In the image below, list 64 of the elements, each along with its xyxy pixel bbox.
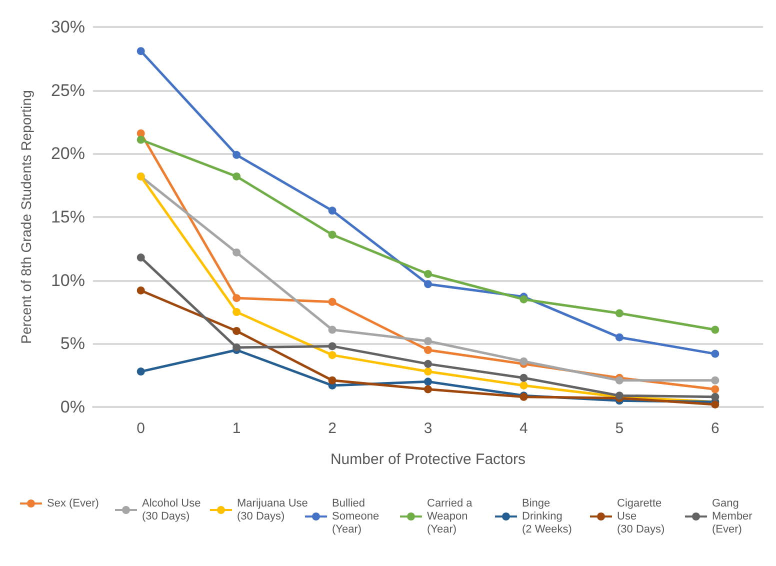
legend-label: Alcohol Use (30 Days) [142,498,201,522]
point [136,136,145,144]
point [711,385,720,394]
point [328,230,336,239]
point [615,376,624,384]
point [328,326,336,334]
y-tick-label: 20% [50,144,85,164]
point [232,294,241,302]
legend-label: Cigarette Use (30 Days) [617,498,665,536]
x-tick-label: 1 [232,420,241,437]
point [520,357,528,366]
point [424,280,432,288]
legend-label: Gang Member (Ever) [712,498,753,536]
point [328,298,336,306]
point [424,346,432,354]
x-tick-label: 3 [424,420,432,437]
point [328,206,336,215]
point [615,309,624,318]
point [232,308,241,316]
point [424,368,432,376]
point [711,400,720,408]
x-tick-label: 5 [615,420,624,437]
point [232,172,241,180]
point [424,385,432,394]
y-tick-label: 25% [50,80,85,100]
x-tick-label: 0 [136,420,146,437]
point [711,350,720,358]
point [232,150,241,159]
y-tick-label: 5% [60,334,85,354]
legend-label: Sex (Ever) [47,498,99,510]
legend-label: Carried a Weapon (Year) [427,498,474,536]
point [711,326,720,334]
point [424,337,432,346]
x-axis-title: Number of Protective Factors [330,451,526,468]
x-tick-label: 6 [710,420,720,437]
legend-label: Binge Drinking (2 Weeks) [522,498,572,536]
point [136,286,145,294]
point [424,270,432,278]
x-tick-label: 2 [328,420,336,437]
legend-label: Marijuana Use (30 Days) [237,498,308,522]
point [424,378,432,386]
point [328,342,336,350]
y-tick-label: 15% [50,208,85,226]
point [136,368,145,376]
point [328,376,336,384]
y-tick-label: 30% [50,18,85,36]
point [136,254,145,262]
y-tick-label: 0% [60,398,85,416]
point [232,343,241,352]
point [520,381,528,390]
point [520,295,528,304]
point [711,392,720,401]
legend-label: Bullied Someone (Year) [332,498,380,536]
y-axis-title: Percent of 8th Grade Students Reporting [18,90,34,344]
point [136,47,145,56]
point [232,248,241,256]
point [615,333,624,342]
y-tick-label: 10% [50,270,85,290]
point [232,327,241,335]
point [424,360,432,368]
point [520,374,528,382]
point [711,376,720,384]
point [328,351,336,360]
x-tick-label: 4 [520,420,528,437]
